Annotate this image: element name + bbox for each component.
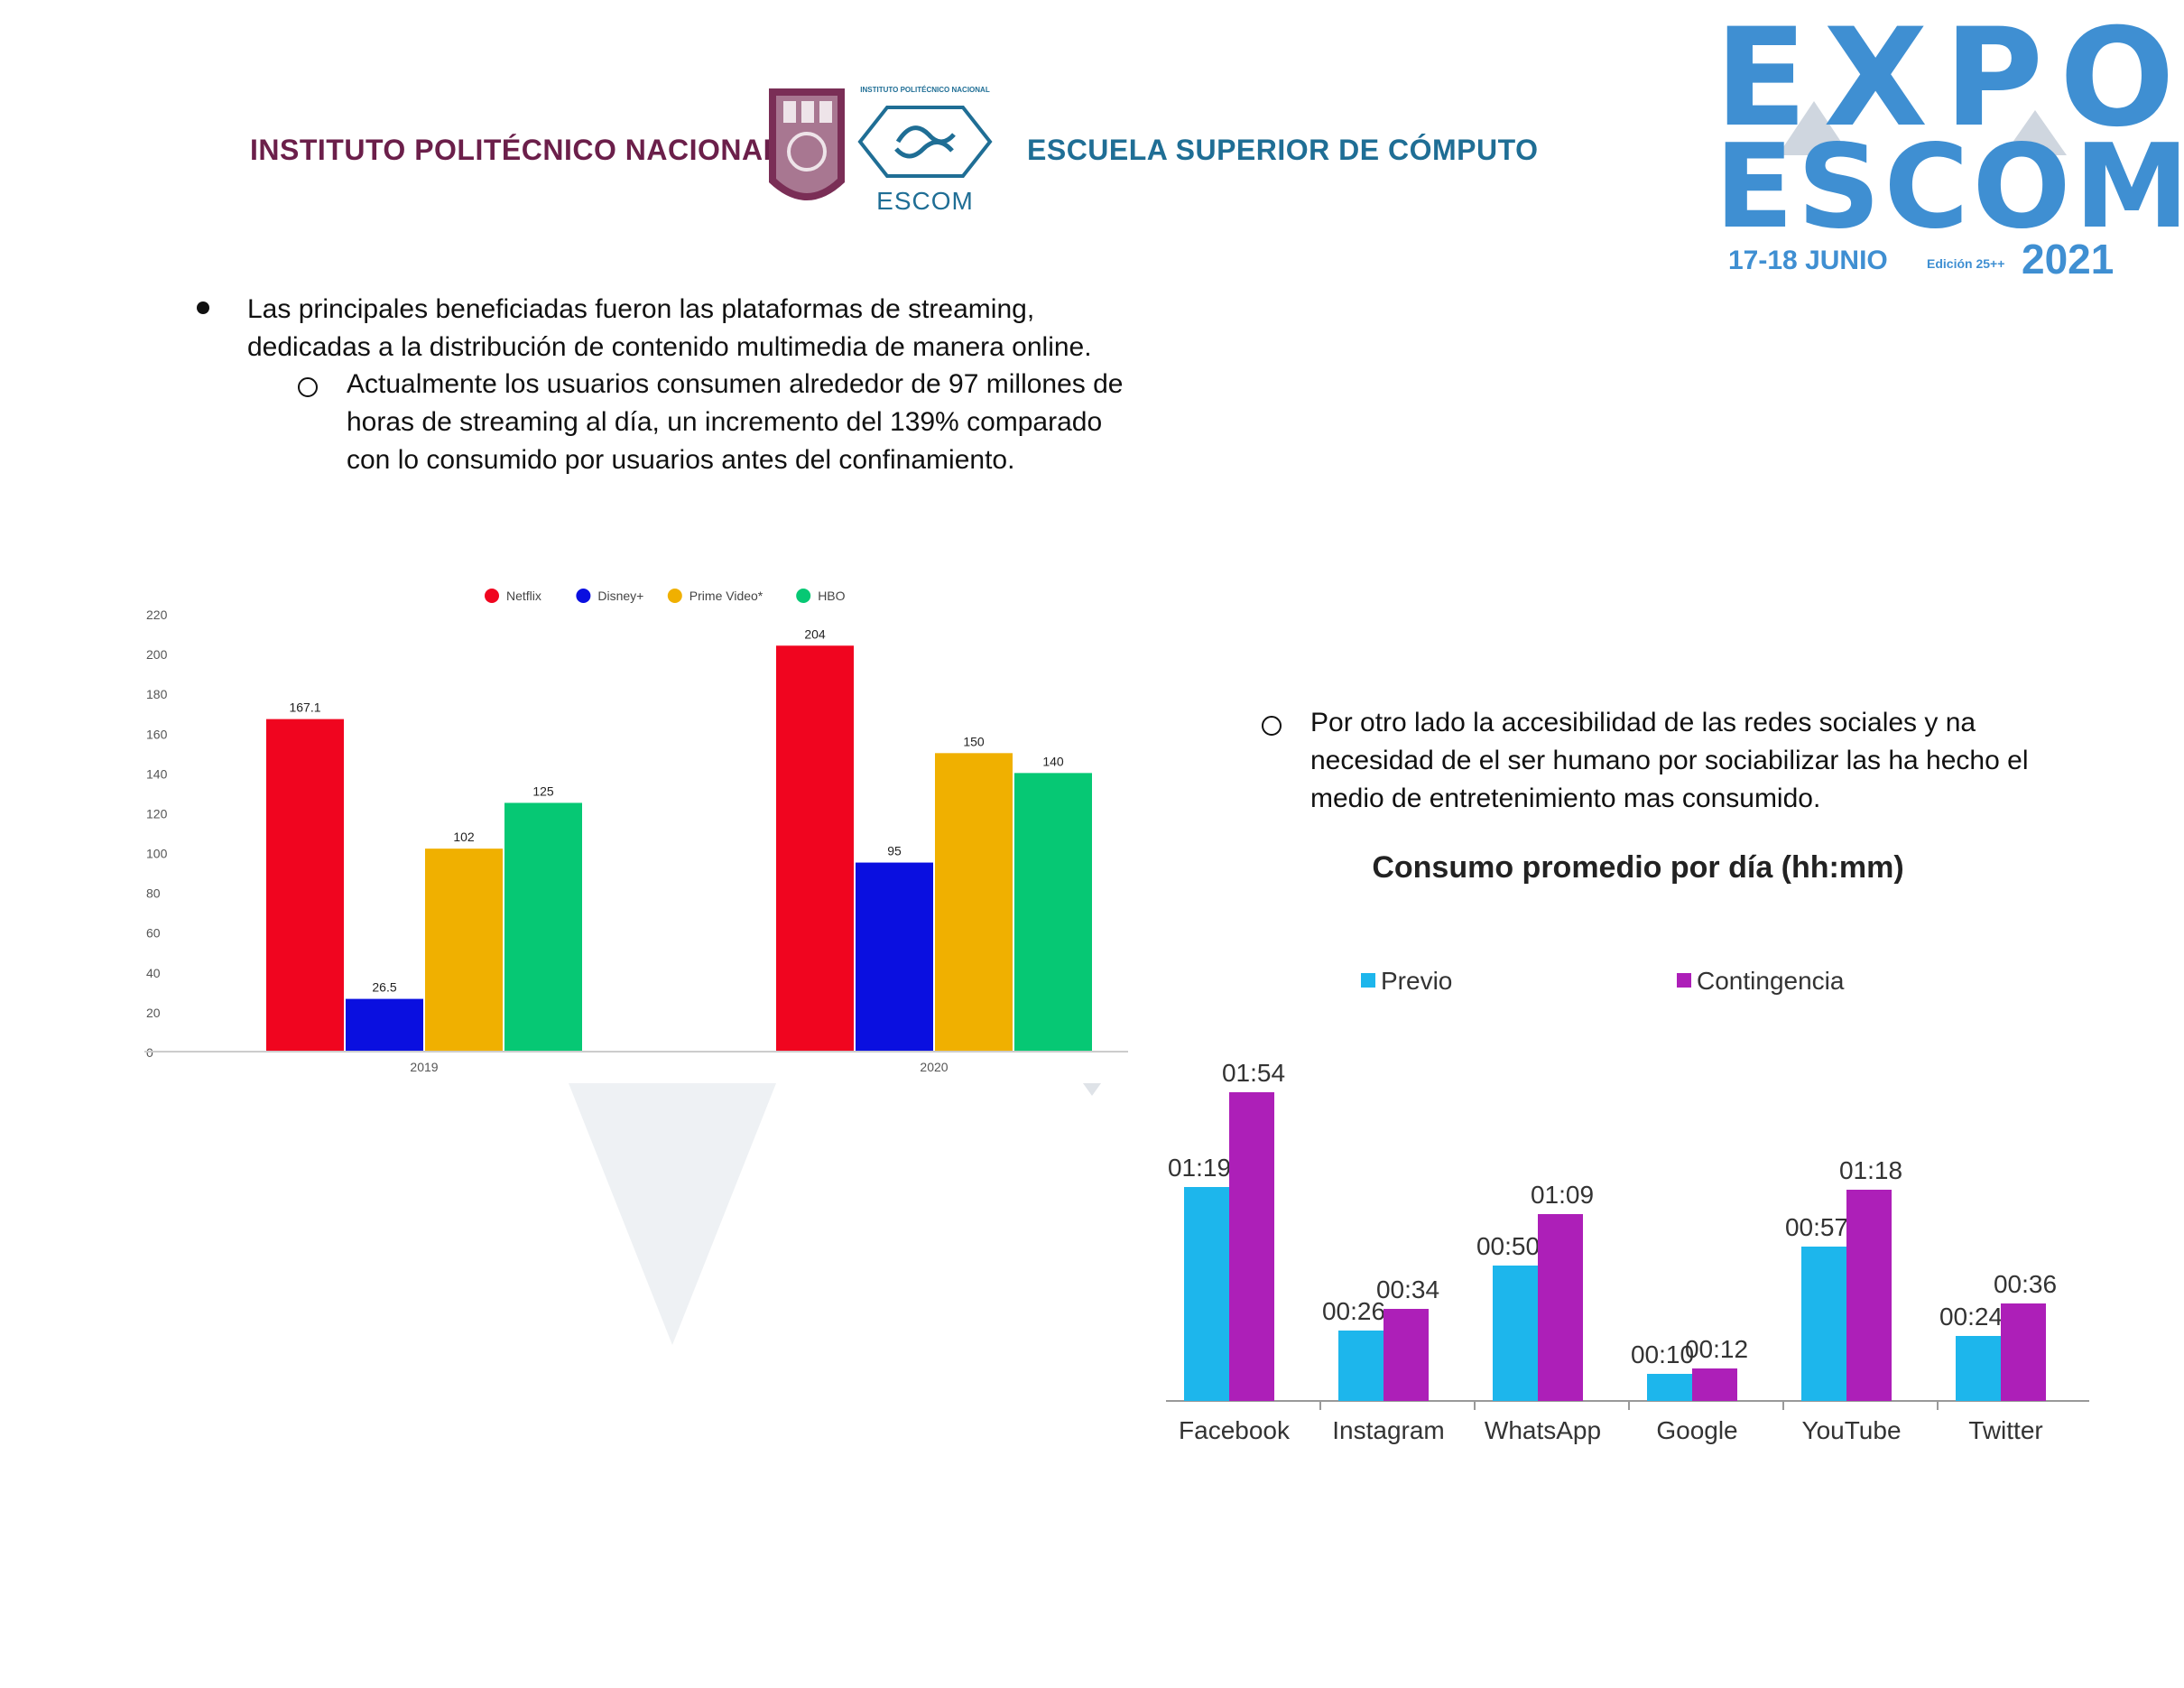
legend-label: Previo (1381, 967, 1452, 995)
bar-value-label: 00:26 (1322, 1297, 1385, 1325)
bar-value-label: 26.5 (372, 980, 396, 995)
bar (266, 719, 344, 1052)
bar (856, 862, 933, 1052)
bar (1956, 1336, 2001, 1401)
bar-value-label: 95 (887, 844, 902, 858)
legend-marker (485, 589, 499, 603)
y-tick-label: 220 (146, 607, 168, 622)
y-tick-label: 200 (146, 647, 168, 662)
legend-label: Disney+ (597, 589, 643, 603)
bar (1801, 1247, 1846, 1401)
decorative-small-triangle (1083, 1083, 1101, 1096)
bar-value-label: 204 (804, 626, 826, 641)
bar-value-label: 01:09 (1531, 1181, 1594, 1209)
bar (1538, 1214, 1583, 1401)
y-tick-label: 180 (146, 687, 168, 701)
x-tick-label: 2020 (920, 1060, 948, 1074)
x-tick-label: Google (1656, 1416, 1737, 1444)
bar-value-label: 00:36 (1994, 1270, 2057, 1298)
x-tick-label: 2019 (410, 1060, 438, 1074)
x-tick-label: Instagram (1332, 1416, 1445, 1444)
social-chart-svg: Previo Contingencia 01:19 01:54 Facebook 00:2… (1166, 967, 2089, 1444)
x-tick-label: Twitter (1968, 1416, 2042, 1444)
bar-value-label: 01:18 (1839, 1156, 1902, 1184)
bar-value-label: 00:34 (1376, 1275, 1439, 1303)
legend-label: Prime Video* (689, 589, 763, 603)
y-tick-label: 100 (146, 847, 168, 861)
legend-label: HBO (818, 589, 845, 603)
expo-date: 17-18 JUNIO (1728, 246, 1888, 275)
legend-marker (796, 589, 811, 603)
y-tick-label: 20 (146, 1006, 161, 1020)
escom-logo-label: ESCOM (876, 187, 974, 215)
bar-value-label: 102 (453, 830, 475, 844)
bar-value-label: 00:50 (1476, 1232, 1540, 1260)
bar-value-label: 167.1 (289, 700, 320, 715)
bar-value-label: 125 (532, 784, 554, 798)
bar (1647, 1374, 1692, 1401)
legend-marker (1677, 973, 1691, 988)
bullet-circle (1262, 716, 1282, 736)
bar-value-label: 01:19 (1168, 1154, 1231, 1182)
bar (1384, 1309, 1429, 1401)
bar-value-label: 00:57 (1785, 1213, 1848, 1241)
y-tick-label: 60 (146, 926, 161, 941)
bar-value-label: 01:54 (1222, 1059, 1285, 1087)
escom-title: ESCUELA SUPERIOR DE CÓMPUTO (1027, 134, 1539, 166)
bar (504, 802, 582, 1052)
escom-word: ESCOM (1715, 120, 2184, 255)
ipn-shield-logo (763, 83, 850, 217)
y-tick-label: 160 (146, 727, 168, 741)
bullet-social-networks: Por otro lado la accesibilidad de las re… (1310, 708, 2029, 813)
x-tick-label: YouTube (1801, 1416, 1901, 1444)
y-tick-label: 80 (146, 886, 161, 901)
social-chart: Consumo promedio por día (hh:mm) Previo C… (1155, 830, 2121, 1462)
bar-value-label: 150 (963, 734, 985, 748)
x-tick-label: WhatsApp (1485, 1416, 1601, 1444)
bar (776, 645, 854, 1052)
legend-marker (667, 589, 682, 603)
bar (1338, 1331, 1384, 1401)
chart-title: Consumo promedio por día (hh:mm) (1372, 850, 1904, 885)
bar (935, 753, 1013, 1052)
bar-value-label: 00:10 (1631, 1340, 1694, 1368)
bullet-streaming-hours: Actualmente los usuarios consumen alrede… (347, 369, 1124, 475)
bar (1184, 1187, 1229, 1401)
bar (1846, 1190, 1892, 1401)
expo-escom-logo: EXPO ESCOM 17-18 JUNIO Edición 25++ 2021 (1715, 11, 2184, 283)
legend-label: Contingencia (1697, 967, 1845, 995)
bar (425, 849, 503, 1052)
ipn-title: INSTITUTO POLITÉCNICO NACIONAL (250, 134, 782, 166)
x-tick-label: Facebook (1179, 1416, 1291, 1444)
bar (1493, 1266, 1538, 1401)
y-tick-label: 120 (146, 806, 168, 821)
bar (2001, 1303, 2046, 1401)
bar-value-label: 00:12 (1685, 1335, 1748, 1363)
expo-edition: Edición 25++ (1927, 256, 2005, 271)
bar-value-label: 00:24 (1939, 1303, 2003, 1331)
bar (1692, 1368, 1737, 1401)
legend-marker (576, 589, 591, 603)
escom-logo: INSTITUTO POLITÉCNICO NACIONAL ESCOM (853, 86, 997, 217)
bar (346, 998, 423, 1052)
streaming-chart: 020406080100120140160180200220NetflixDis… (135, 569, 1137, 1092)
escom-logo-caption: INSTITUTO POLITÉCNICO NACIONAL (860, 86, 990, 94)
decorative-triangle (560, 1083, 794, 1354)
bullet-circle (298, 377, 318, 397)
bullet-dot (197, 301, 209, 314)
expo-word: EXPO (1715, 0, 2184, 157)
expo-year: 2021 (2022, 236, 2115, 283)
bar-value-label: 140 (1042, 754, 1064, 768)
bullet-streaming: Las principales beneficiadas fueron las … (247, 294, 1092, 362)
bar (1229, 1092, 1274, 1401)
bar (1014, 773, 1092, 1052)
streaming-chart-svg: 020406080100120140160180200220NetflixDis… (144, 589, 1128, 1074)
legend-marker (1361, 973, 1375, 988)
y-tick-label: 140 (146, 766, 168, 781)
legend-label: Netflix (506, 589, 541, 603)
y-tick-label: 40 (146, 966, 161, 980)
